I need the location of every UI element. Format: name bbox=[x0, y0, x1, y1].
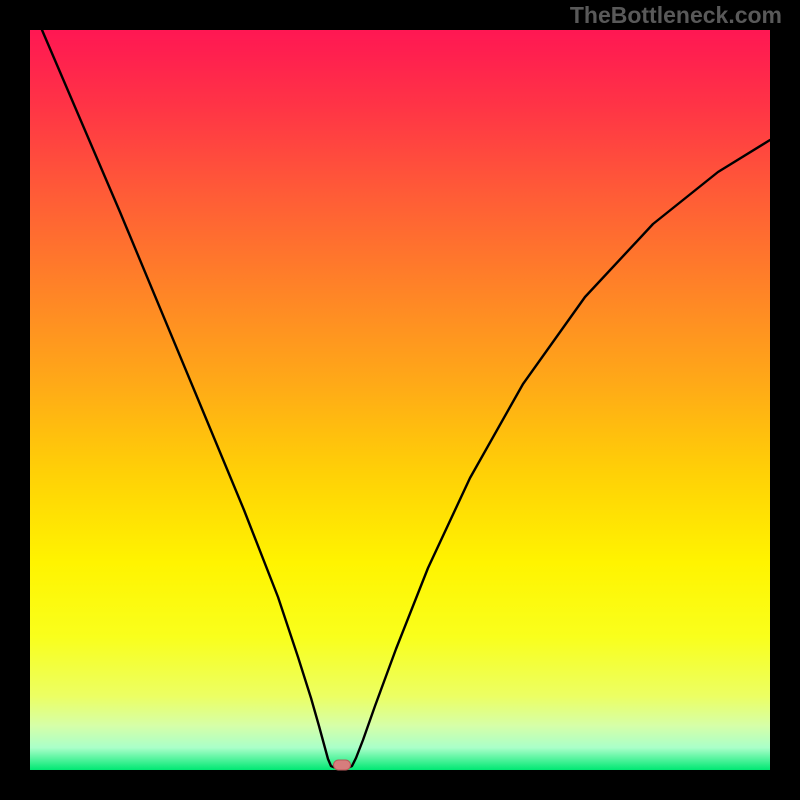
chart-frame: TheBottleneck.com bbox=[0, 0, 800, 800]
plot-background bbox=[30, 30, 770, 770]
chart-svg bbox=[0, 0, 800, 800]
watermark-text: TheBottleneck.com bbox=[570, 2, 782, 29]
optimal-marker-icon bbox=[334, 760, 351, 770]
